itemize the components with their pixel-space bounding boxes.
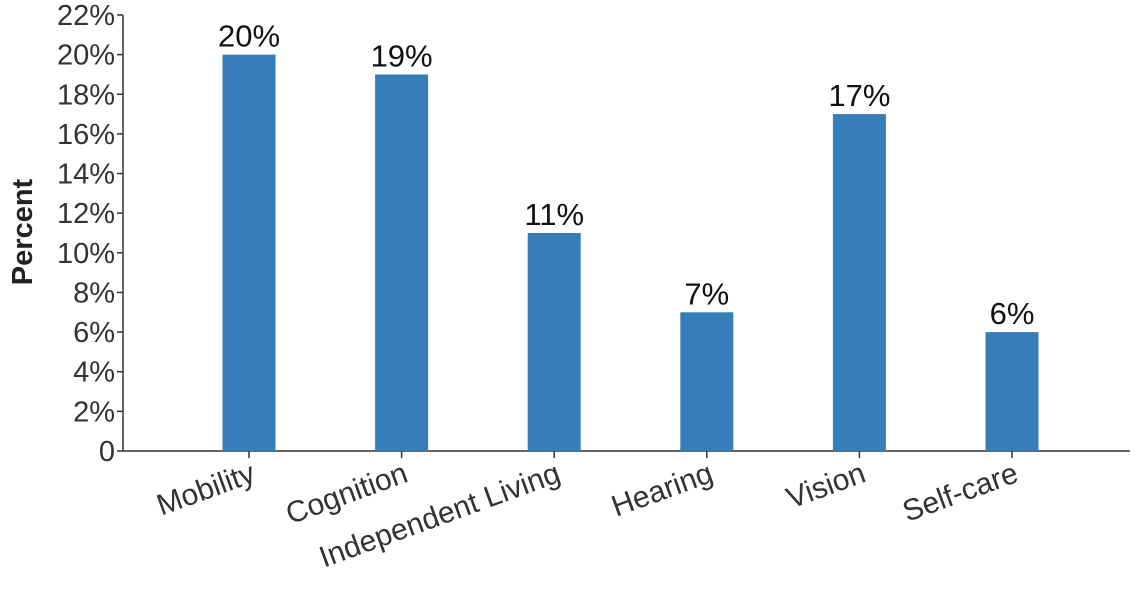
value-label: 6% (990, 296, 1035, 331)
value-label: 17% (828, 78, 890, 113)
y-tick-label: 22% (57, 0, 115, 32)
y-tick-label: 20% (57, 40, 115, 72)
bar (375, 74, 429, 452)
y-tick-label: 12% (57, 198, 115, 230)
bar (985, 332, 1039, 451)
y-tick-label: 4% (73, 357, 115, 389)
value-label: 20% (218, 19, 280, 54)
x-category-label: Mobility (153, 457, 260, 523)
y-tick-label: 10% (57, 238, 115, 270)
x-axis (123, 450, 1130, 458)
bars-group (222, 54, 1039, 452)
y-tick-label: 0 (99, 436, 115, 468)
y-axis-title: Percent (7, 178, 39, 285)
y-tick-label: 18% (57, 79, 115, 111)
value-labels-group: 20% 19% 11% 7% 17% 6% (218, 19, 1034, 331)
y-tick-label: 8% (73, 277, 115, 309)
x-category-label: Hearing (607, 457, 717, 524)
y-tick-label: 6% (73, 317, 115, 349)
x-category-label: Self-care (898, 457, 1022, 529)
y-tick-label: 16% (57, 119, 115, 151)
value-label: 19% (371, 38, 433, 73)
bar (832, 114, 886, 451)
bar (680, 312, 734, 451)
y-axis: 0 2% 4% 6% 8% 10% 12% 14% 16% 18% 20% 22% (57, 0, 124, 468)
bar (222, 54, 276, 452)
bar (527, 233, 581, 451)
y-tick-label: 2% (73, 396, 115, 428)
value-label: 11% (524, 197, 584, 232)
y-tick-label: 14% (57, 159, 115, 191)
x-category-label: Vision (782, 457, 870, 516)
value-label: 7% (684, 276, 729, 311)
